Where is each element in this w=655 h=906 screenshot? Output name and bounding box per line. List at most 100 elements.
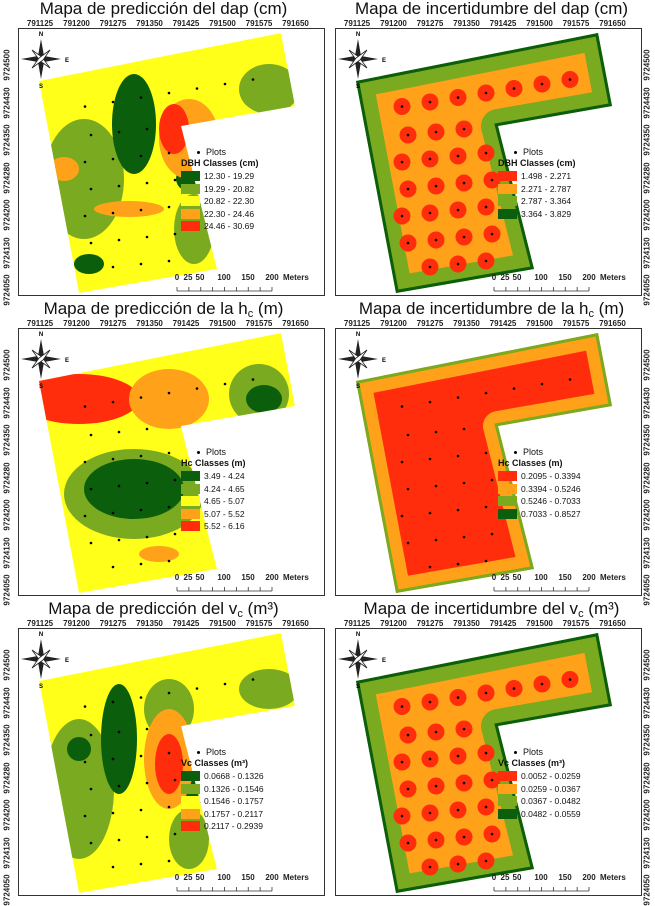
plot-point	[462, 127, 466, 131]
legend-swatch	[181, 508, 200, 519]
plot-point	[89, 133, 93, 137]
map-canvas: NSEW	[21, 332, 295, 593]
plot-point	[512, 387, 516, 390]
plot-point	[111, 400, 115, 404]
scale-bar-label: 25	[183, 573, 193, 582]
plot-point	[83, 105, 87, 108]
legend-swatch	[181, 171, 200, 182]
map-legend: Plots Hc Classes (m) 0.2095 - 0.3394 0.3394…	[498, 447, 581, 520]
plots-label: Plots	[523, 147, 544, 157]
legend-swatch	[498, 171, 517, 182]
scale-bar-label: 150	[558, 873, 572, 882]
plot-point	[145, 781, 149, 785]
plot-point	[195, 387, 199, 390]
legend-swatch	[498, 796, 517, 807]
plot-point	[195, 87, 199, 90]
y-tick-label: 9724430	[642, 386, 652, 419]
class-zone	[129, 369, 209, 429]
plot-point	[139, 454, 143, 458]
legend-swatch	[181, 471, 200, 482]
y-tick-label: 9724280	[2, 761, 12, 794]
y-tick-label: 9724280	[642, 461, 652, 494]
legend-class: 20.82 - 22.30	[181, 195, 259, 208]
legend-class-label: 22.30 - 24.46	[204, 208, 255, 219]
legend-class-label: 0.2117 - 0.2939	[204, 821, 263, 832]
scale-bar-label: 100	[534, 273, 548, 282]
plot-point	[428, 511, 432, 515]
plot-point	[456, 396, 460, 399]
compass-e-label: E	[382, 58, 386, 64]
plot-point	[540, 382, 544, 386]
legend-title: Vc Classes (m³)	[498, 758, 566, 768]
plot-point	[484, 751, 488, 755]
class-zone	[94, 201, 164, 217]
y-tick-label: 9724430	[2, 86, 12, 119]
plot-point	[89, 841, 93, 845]
legend-class-label: 3.364 - 3.829	[521, 208, 572, 219]
legend-class-label: 19.29 - 20.82	[204, 183, 255, 194]
scale-bar-label: 100	[534, 573, 548, 582]
map-title-text: Mapa de incertidumbre del dap (cm)	[354, 0, 629, 18]
class-zone	[139, 546, 179, 562]
plot-point	[89, 433, 93, 437]
plot-point	[540, 82, 544, 86]
map-frame: NSEWPlotsDBH Classes (cm)1.498 - 2.2712.…	[335, 28, 642, 296]
map-frame: NSEWPlotsHc Classes (m)3.49 - 4.244.24 -…	[18, 328, 325, 596]
plot-point	[139, 862, 143, 866]
scale-bar-label: 50	[512, 873, 522, 882]
legend-class-label: 4.24 - 4.65	[204, 483, 245, 494]
map-title-text: Mapa de incertidumbre de la h	[358, 299, 589, 318]
plot-dot-icon	[197, 451, 200, 455]
map-frame: NSEWPlotsVc Classes (m³)0.0052 - 0.02590…	[335, 628, 642, 896]
x-tick-label: 791200	[63, 619, 90, 628]
legend-swatch	[498, 208, 517, 219]
plot-point	[89, 733, 93, 737]
compass-e-label: E	[382, 658, 386, 664]
legend-swatch	[498, 483, 517, 494]
x-tick-label: 791425	[489, 619, 517, 628]
map-frame: NSEWPlotsHc Classes (m)0.2095 - 0.33940.…	[335, 328, 642, 596]
y-tick-label: 9724350	[2, 724, 12, 756]
plot-point	[434, 784, 438, 788]
plot-point	[484, 451, 488, 455]
legend-class-label: 0.0367 - 0.0482	[521, 796, 581, 807]
map-title-subscript: c	[247, 308, 254, 320]
plot-point	[456, 154, 460, 158]
class-zone	[44, 119, 124, 239]
plot-point	[167, 751, 171, 755]
y-tick-label: 9724130	[2, 536, 12, 569]
scale-bar-label: 100	[217, 573, 231, 582]
scale-bar-label: 50	[195, 273, 205, 282]
plots-label: Plots	[523, 447, 544, 457]
scale-bar-label: 25	[500, 573, 510, 582]
plot-point	[400, 160, 404, 164]
legend-class-label: 24.46 - 30.69	[204, 221, 255, 232]
class-zone	[84, 459, 184, 519]
plot-point	[83, 760, 87, 764]
map-legend: Plots Vc Classes (m³) 0.0668 - 0.1326 0.132…	[181, 747, 264, 833]
x-tick-label: 791575	[562, 619, 590, 628]
map-legend: Plots DBH Classes (cm) 1.498 - 2.271 2.271 …	[498, 147, 576, 220]
plot-point	[406, 841, 410, 845]
legend-swatch	[498, 196, 517, 207]
map-legend: Plots Hc Classes (m) 3.49 - 4.24 4.24 - 4.6…	[181, 447, 246, 533]
plot-dot-icon	[514, 751, 517, 755]
x-tick-label: 791350	[136, 319, 163, 328]
x-tick-label: 791650	[599, 619, 626, 628]
plot-point	[428, 757, 432, 761]
map-canvas: NSEW	[21, 632, 295, 893]
legend-swatch	[181, 821, 200, 832]
plot-point	[406, 433, 410, 437]
legend-class-label: 3.49 - 4.24	[204, 471, 245, 482]
plot-point	[400, 705, 404, 708]
legend-class: 0.7033 - 0.8527	[498, 508, 581, 521]
legend-swatch	[181, 483, 200, 494]
plot-point	[484, 151, 488, 155]
plot-point	[568, 378, 572, 381]
scale-bar-label: 0	[174, 573, 180, 582]
class-zone	[155, 734, 183, 794]
x-tick-label: 791125	[343, 19, 371, 28]
map-title-unit: (m³)	[583, 599, 620, 618]
y-tick-label: 9724500	[2, 349, 12, 381]
map-title-subscript: c	[237, 608, 243, 620]
